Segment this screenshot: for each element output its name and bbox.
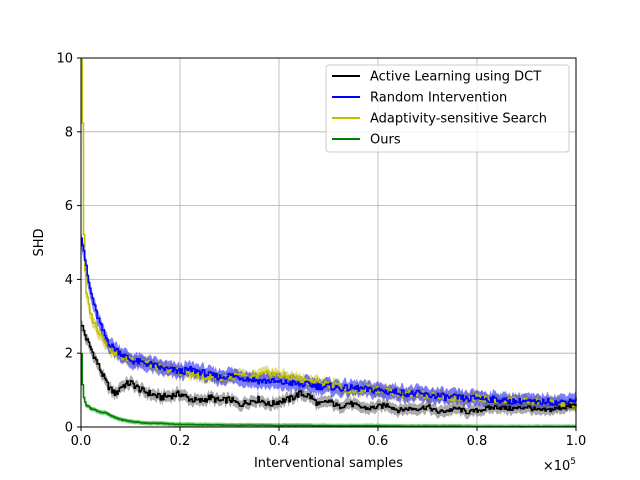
legend-entry: Random Intervention (370, 91, 507, 106)
y-tick-label: 2 (65, 347, 73, 362)
x-tick-label: 0.2 (170, 434, 191, 449)
confidence-band (81, 351, 576, 427)
x-tick-label: 0.8 (467, 434, 488, 449)
confidence-band (81, 320, 576, 420)
x-tick-label: 0.0 (71, 434, 92, 449)
legend-entry: Active Learning using DCT (370, 70, 541, 85)
y-tick-label: 4 (65, 273, 73, 288)
y-tick-label: 0 (65, 421, 73, 436)
legend: Active Learning using DCT Random Interven… (325, 64, 570, 153)
legend-entry: Ours (370, 133, 401, 148)
y-tick-label: 6 (65, 199, 73, 214)
x-axis-multiplier: ×105 (543, 457, 576, 474)
confidence-bands (81, 58, 576, 427)
series-line (81, 237, 577, 406)
y-tick-label: 8 (65, 125, 73, 140)
x-tick-label: 1.0 (566, 434, 587, 449)
y-axis-label: SHD (32, 228, 47, 256)
confidence-band (81, 230, 576, 413)
x-tick-label: 0.4 (269, 434, 290, 449)
series-line (81, 325, 577, 415)
y-tick-label: 10 (56, 52, 73, 67)
x-tick-label: 0.6 (368, 434, 389, 449)
plot-frame (80, 57, 577, 428)
legend-entry: Adaptivity-sensitive Search (370, 112, 547, 127)
legend-box (325, 64, 570, 153)
y-ticks: 0 2 4 6 8 10 (56, 52, 81, 436)
x-axis-label: Interventional samples (254, 456, 403, 471)
x-ticks: 0.0 0.2 0.4 0.6 0.8 1.0 (71, 427, 587, 449)
